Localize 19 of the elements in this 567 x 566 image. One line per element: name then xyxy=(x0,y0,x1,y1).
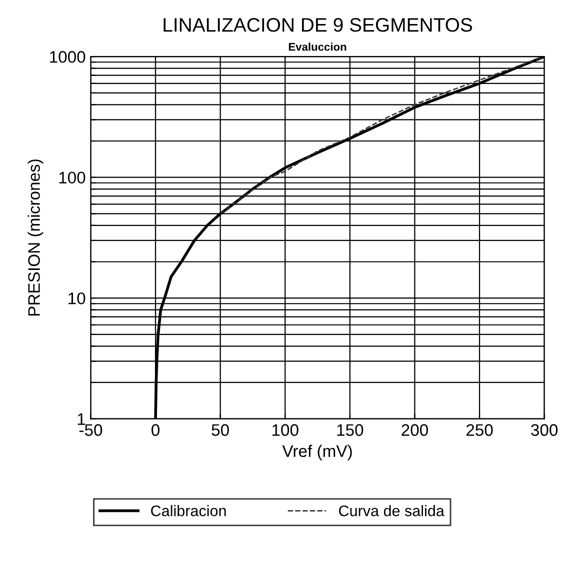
chart-subtitle: Evaluccion xyxy=(288,42,346,51)
line-series xyxy=(220,56,544,214)
x-tick-label: 100 xyxy=(272,424,298,436)
x-tick-label: 300 xyxy=(531,424,558,436)
y-tick-label: 10 xyxy=(68,292,86,304)
x-tick-label: 0 xyxy=(152,424,160,436)
x-tick-label: -50 xyxy=(79,424,102,436)
x-tick-label: 150 xyxy=(337,424,364,436)
chart-title: LINALIZACION DE 9 SEGMENTOS xyxy=(164,18,472,32)
x-tick-label: 50 xyxy=(212,424,229,436)
x-tick-label: 250 xyxy=(466,424,493,436)
y-axis-title: PRESION (micrones) xyxy=(28,160,44,316)
x-axis-title: Vref (mV) xyxy=(282,444,352,460)
y-tick-label: 1 xyxy=(78,413,86,425)
legend-label: Calibracion xyxy=(151,505,226,516)
y-tick-label: 100 xyxy=(59,172,86,184)
x-tick-label: 200 xyxy=(402,424,428,436)
legend-label: Curva de salida xyxy=(339,505,444,516)
y-tick-label: 1000 xyxy=(50,51,86,63)
